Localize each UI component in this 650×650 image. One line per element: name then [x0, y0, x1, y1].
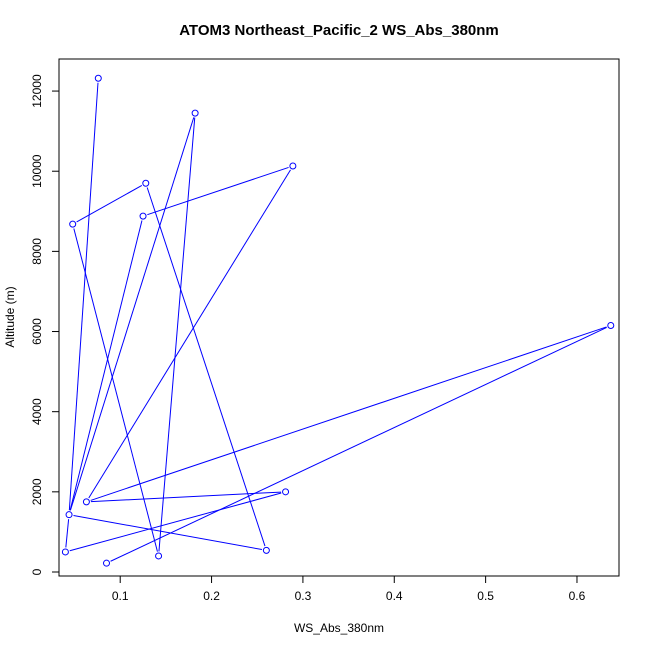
series-segment: [65, 519, 70, 548]
data-point: [282, 488, 290, 496]
series-segment: [88, 169, 291, 499]
y-axis: 0 2000 4000 6000 8000 10000 12000: [30, 74, 60, 575]
series-segment: [69, 492, 282, 552]
series-segment: [158, 117, 196, 552]
x-tick-label: 0.2: [203, 589, 220, 603]
series-segment: [90, 491, 282, 503]
data-point: [82, 498, 90, 506]
data-point: [262, 546, 270, 554]
x-tick-label: 0.4: [386, 589, 403, 603]
data-point: [289, 162, 297, 170]
x-axis-label: WS_Abs_380nm: [294, 621, 384, 635]
series-lines: [65, 82, 607, 562]
series-segment: [146, 187, 266, 547]
x-tick-label: 0.3: [295, 589, 312, 603]
chart-title: ATOM3 Northeast_Pacific_2 WS_Abs_380nm: [179, 22, 499, 39]
data-point: [191, 109, 199, 117]
series-segment: [90, 326, 607, 501]
data-point: [69, 220, 77, 228]
x-axis: 0.1 0.2 0.3 0.4 0.5 0.6: [112, 575, 586, 603]
series-segment: [110, 326, 607, 562]
data-point: [142, 179, 150, 187]
x-tick-label: 0.1: [112, 589, 129, 603]
series-segment: [69, 117, 195, 511]
series-segment: [147, 166, 289, 216]
y-tick-label: 8000: [30, 238, 44, 265]
data-point: [94, 74, 102, 82]
y-tick-label: 12000: [30, 74, 44, 108]
x-tick-label: 0.5: [477, 589, 494, 603]
y-axis-label: Altitude (m): [3, 286, 17, 347]
series-segment: [68, 82, 99, 511]
series-segment: [69, 220, 143, 511]
data-point: [103, 559, 111, 567]
series-segment: [73, 228, 158, 552]
data-point: [61, 548, 69, 556]
y-tick-label: 6000: [30, 318, 44, 345]
series-points: [61, 74, 615, 567]
data-point: [65, 511, 73, 519]
y-tick-label: 4000: [30, 398, 44, 425]
y-tick-label: 0: [30, 568, 44, 575]
y-tick-label: 2000: [30, 478, 44, 505]
plot-area-frame: [58, 58, 620, 577]
data-point: [139, 212, 147, 220]
y-tick-label: 10000: [30, 154, 44, 188]
series-segment: [76, 185, 143, 223]
data-point: [607, 322, 615, 330]
series-segment: [73, 514, 263, 551]
x-tick-label: 0.6: [569, 589, 586, 603]
data-point: [155, 552, 163, 560]
